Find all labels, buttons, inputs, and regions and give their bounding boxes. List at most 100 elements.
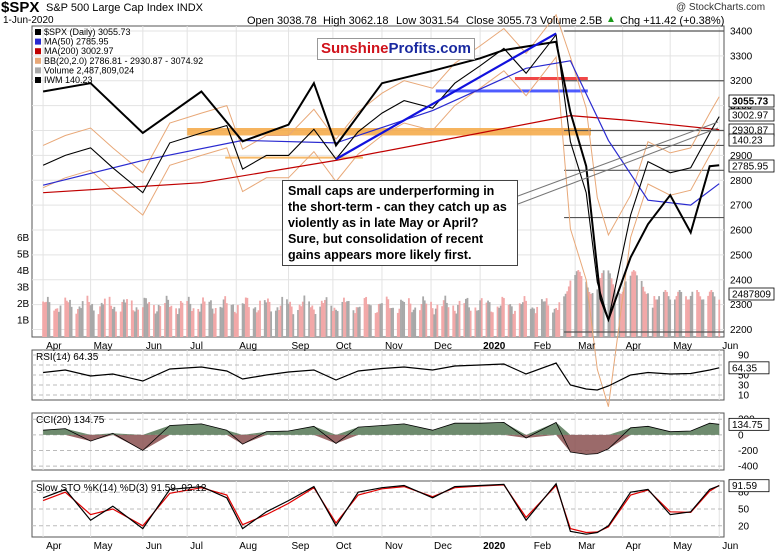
x-month-label: 2020 [483,341,506,352]
volume-bar [45,301,48,337]
x-month-label: Jul [190,341,203,352]
volume-bar [203,301,206,337]
volume-bar [268,301,271,337]
volume-bar [298,304,301,337]
volume-bar [414,307,417,337]
volume-bar [300,306,303,337]
volume-bar [341,301,344,337]
volume-bar [309,307,312,337]
volume-bar [187,296,190,337]
volume-bar [135,307,138,337]
price-value-tag-text: 3002.97 [732,111,769,122]
volume-bar [396,312,399,337]
volume-bar [111,308,114,337]
volume-bar [407,298,410,337]
volume-bar [420,303,423,337]
price-y-tick: 2700 [730,201,753,212]
volume-bar [121,301,124,337]
volume-bar [674,299,676,337]
volume-bar [56,308,59,337]
volume-bar [390,307,393,337]
header-high: High 3062.18 [323,15,389,27]
volume-bar [499,305,502,337]
volume-bar [642,286,645,337]
volume-bar [403,301,406,337]
volume-bar [257,310,260,337]
cci-y-tick: -200 [738,446,758,457]
volume-bar [308,301,311,337]
legend-swatch [35,29,41,35]
volume-bar [586,287,589,337]
volume-bar [270,311,273,337]
volume-bar [167,299,170,337]
volume-bar [287,303,290,337]
volume-bar [607,270,610,337]
volume-bar [634,271,637,337]
volume-bar [632,270,635,337]
volume-bar [333,307,336,337]
volume-bar [224,296,227,337]
volume-bar [352,310,355,337]
volume-bar [487,300,489,337]
volume-bar [599,278,602,337]
volume-bar [409,303,412,337]
x-month-label: Jun [722,341,738,352]
volume-bar [235,313,238,337]
volume-bar [685,296,687,337]
sunshine-profits-watermark: SunshineProfits.com [317,38,475,60]
blue-trend-line [335,32,557,161]
x-month-label: Apr [46,341,62,352]
volume-bar [392,307,394,337]
volume-bar [609,273,611,337]
volume-bar [422,296,425,337]
volume-bar [301,301,304,337]
watermark-part1: Sunshine [320,40,389,57]
legend-label: Volume 2,487,809,024 [44,65,134,75]
volume-bar [110,305,113,337]
price-value-tag-text: 2785.95 [732,162,769,173]
volume-bar [697,292,700,337]
volume-bar [718,299,721,337]
volume-bar [146,303,149,337]
volume-tick: 3B [17,283,30,294]
volume-bar [453,310,456,337]
volume-bar [322,303,325,337]
volume-bar [464,298,467,337]
x-month-label: Jun [146,341,162,352]
volume-bar [274,310,277,337]
x-month-label-bottom: Mar [578,541,596,552]
volume-bar [292,314,295,337]
volume-bar [278,310,280,337]
volume-bar [488,302,491,337]
volume-bar [211,308,214,337]
iwm-line [42,40,720,323]
volume-bar [656,299,659,337]
cci-y-tick: -400 [738,462,758,473]
volume-bar [498,307,501,337]
rsi-value-tag-text: 64.35 [732,363,757,374]
volume-bar [588,291,591,337]
volume-bar [221,307,223,337]
volume-bar [485,302,488,337]
ma50-line [42,60,720,206]
volume-bar [233,311,236,337]
stockcharts-credit[interactable]: @ StockCharts.com [676,2,766,13]
header-chg-arrow: ▲ [606,14,616,25]
volume-bar [623,287,626,337]
volume-bar [202,297,204,337]
header-exchange: INDX [176,2,203,14]
x-month-label-bottom: 2020 [483,541,506,552]
volume-bar [476,310,478,337]
volume-bar [667,296,670,337]
x-month-label-bottom: Dec [434,541,452,552]
volume-bar [547,305,550,337]
volume-bar [156,311,158,337]
volume-bar [100,302,103,337]
volume-bar [213,313,216,337]
volume-bar [520,304,523,337]
volume-bar [53,310,56,337]
x-month-label: Oct [336,341,352,352]
cci-title: CCI(20) 134.75 [36,415,105,426]
volume-bar [214,308,217,337]
x-month-label-bottom: Jun [722,541,738,552]
